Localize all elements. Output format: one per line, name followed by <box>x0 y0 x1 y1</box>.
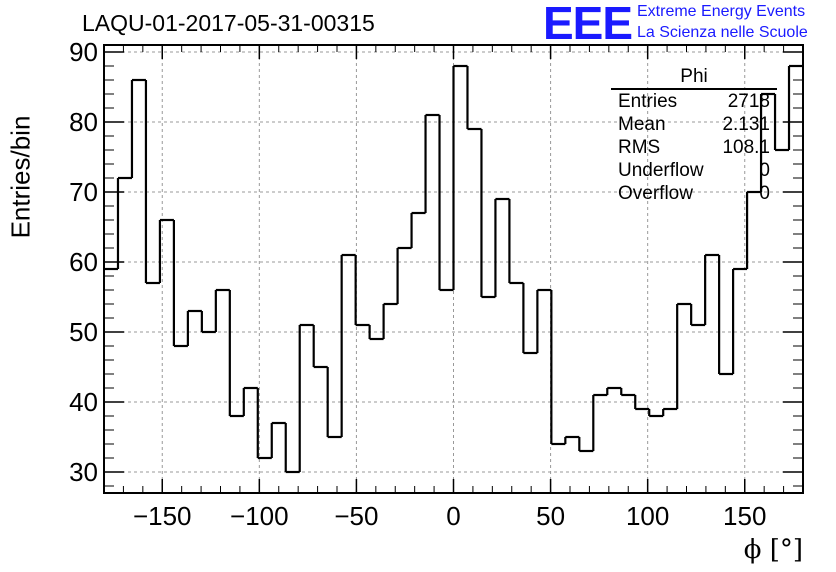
y-tick-label: 60 <box>69 247 98 277</box>
stats-key: Underflow <box>618 160 704 181</box>
stats-value: 0 <box>759 160 770 181</box>
stats-title: Phi <box>611 66 777 90</box>
stats-row-underflow: Underflow 0 <box>611 159 777 182</box>
y-tick-label: 70 <box>69 177 98 207</box>
stats-row-entries: Entries 2718 <box>611 90 777 113</box>
x-tick-label: −150 <box>133 501 192 531</box>
x-axis-label: ϕ [°] <box>743 535 803 565</box>
x-tick-label: 100 <box>626 501 669 531</box>
logo-subtitle-line1: Extreme Energy Events <box>637 3 806 20</box>
y-tick-label: 80 <box>69 107 98 137</box>
x-tick-label: 0 <box>446 501 460 531</box>
x-tick-label: 50 <box>536 501 565 531</box>
x-tick-label: −100 <box>230 501 289 531</box>
stats-value: 2718 <box>727 91 770 112</box>
x-tick-label: −50 <box>334 501 378 531</box>
stats-key: Overflow <box>618 183 693 204</box>
x-tick-label: 150 <box>723 501 766 531</box>
logo-subtitle-line2: La Scienza nelle Scuole <box>637 24 808 41</box>
y-tick-label: 30 <box>69 457 98 487</box>
y-axis-label-box: Entries/bin <box>6 112 36 242</box>
y-tick-label: 40 <box>69 387 98 417</box>
y-axis-label: Entries/bin <box>5 115 36 239</box>
stats-key: Entries <box>618 91 678 112</box>
stats-box: Phi Entries 2718 Mean 2.131 RMS 108.1 Un… <box>611 66 777 205</box>
stats-row-rms: RMS 108.1 <box>611 136 777 159</box>
stats-value: 0 <box>759 183 770 204</box>
histogram-bins <box>104 64 803 474</box>
chart-title: LAQU-01-2017-05-31-00315 <box>82 10 375 36</box>
plot-frame <box>103 44 804 494</box>
stats-row-mean: Mean 2.131 <box>611 113 777 136</box>
y-tick-label: 90 <box>69 37 98 67</box>
axis-ticks <box>104 45 803 493</box>
stats-row-overflow: Overflow 0 <box>611 182 777 205</box>
stats-value: 2.131 <box>722 114 770 135</box>
stats-key: Mean <box>618 114 666 135</box>
stats-key: RMS <box>618 137 661 158</box>
stats-value: 108.1 <box>722 137 770 158</box>
y-tick-label: 50 <box>69 317 98 347</box>
eee-logo: EEE <box>543 0 633 49</box>
tick-labels: −150 −100 −50 0 50 100 150 30 40 50 60 70 80 90 <box>69 37 766 531</box>
